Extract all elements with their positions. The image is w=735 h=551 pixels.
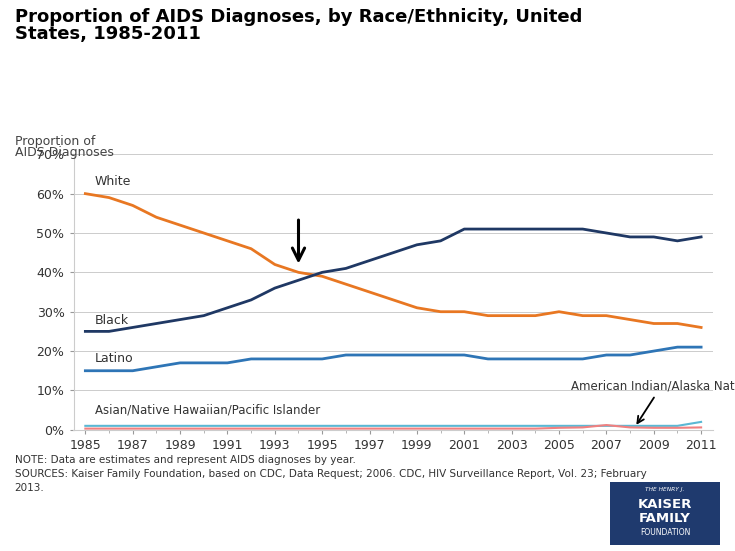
Text: THE HENRY J.: THE HENRY J. [645, 487, 685, 492]
Text: NOTE: Data are estimates and represent AIDS diagnoses by year.
SOURCES: Kaiser F: NOTE: Data are estimates and represent A… [15, 455, 647, 493]
Text: Proportion of AIDS Diagnoses, by Race/Ethnicity, United: Proportion of AIDS Diagnoses, by Race/Et… [15, 8, 582, 26]
Text: States, 1985-2011: States, 1985-2011 [15, 25, 201, 43]
Text: Black: Black [95, 315, 129, 327]
Text: FOUNDATION: FOUNDATION [640, 528, 690, 537]
Text: Asian/Native Hawaiian/Pacific Islander: Asian/Native Hawaiian/Pacific Islander [95, 403, 320, 416]
Text: KAISER: KAISER [638, 498, 692, 511]
Text: White: White [95, 175, 131, 188]
Text: FAMILY: FAMILY [639, 512, 691, 525]
Text: Proportion of: Proportion of [15, 135, 95, 148]
Text: AIDS Diagnoses: AIDS Diagnoses [15, 146, 114, 159]
Text: American Indian/Alaska Native: American Indian/Alaska Native [571, 380, 735, 423]
Text: Latino: Latino [95, 352, 134, 365]
